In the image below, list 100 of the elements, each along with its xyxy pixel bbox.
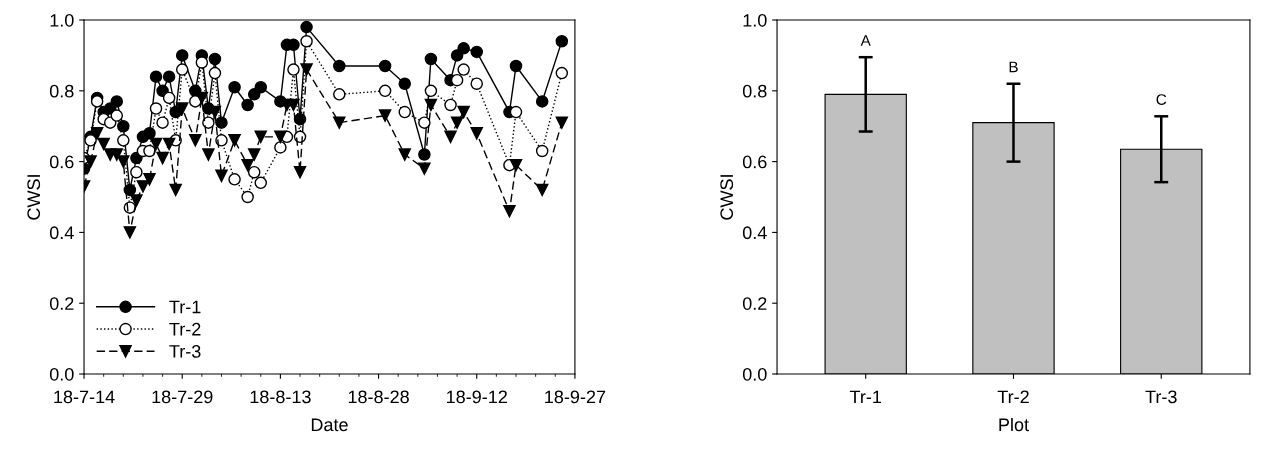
- point: [398, 105, 411, 119]
- point: [215, 134, 228, 147]
- y-tick-label: 0.6: [49, 155, 74, 169]
- point: [162, 137, 176, 151]
- point: [300, 35, 313, 48]
- annotation: A: [860, 35, 871, 46]
- y-tick-label: 0.0: [742, 367, 767, 381]
- point: [293, 165, 307, 179]
- point: [247, 148, 261, 161]
- point: [189, 134, 202, 147]
- point: [130, 165, 143, 179]
- point: [228, 173, 241, 186]
- point: [378, 84, 392, 98]
- legend-label: Tr-3: [169, 345, 201, 358]
- point: [162, 70, 176, 83]
- point: [424, 98, 438, 112]
- point: [228, 134, 241, 147]
- x-axis-title: Plot: [999, 417, 1029, 432]
- point: [398, 77, 411, 90]
- point: [424, 52, 438, 66]
- point: [503, 204, 516, 218]
- point: [215, 169, 228, 183]
- x-tick-label: 18-7-14: [54, 390, 115, 404]
- point: [241, 190, 254, 204]
- point: [149, 102, 163, 115]
- annotation: B: [1009, 61, 1018, 73]
- point: [143, 127, 156, 140]
- y-tick-label: 0.2: [49, 297, 74, 310]
- point: [398, 148, 411, 161]
- point: [444, 98, 457, 112]
- y-tick-label: 1.0: [743, 13, 767, 27]
- point: [175, 63, 189, 76]
- point: [444, 130, 457, 144]
- y-tick-label: 0.4: [742, 226, 767, 240]
- point: [457, 105, 470, 119]
- point: [333, 59, 346, 73]
- point: [254, 81, 268, 94]
- point: [287, 63, 300, 76]
- legend-label: Tr-1: [169, 300, 201, 314]
- point: [84, 155, 97, 168]
- point: [156, 116, 169, 129]
- point: [143, 144, 156, 158]
- y-tick-label: 0.8: [49, 84, 74, 98]
- point: [123, 226, 137, 239]
- point: [378, 59, 392, 73]
- point: [555, 35, 569, 48]
- point: [215, 116, 228, 129]
- point: [287, 98, 300, 112]
- point: [130, 194, 143, 207]
- x-axis-title: Date: [311, 418, 348, 432]
- point: [333, 116, 346, 129]
- point: [470, 77, 483, 90]
- point: [136, 180, 150, 193]
- point: [90, 95, 104, 108]
- point: [117, 155, 130, 168]
- point: [254, 130, 268, 144]
- point: [300, 20, 313, 34]
- point: [162, 91, 176, 105]
- point: [418, 116, 431, 129]
- point: [254, 176, 268, 190]
- x-tick-label: 18-8-13: [250, 390, 311, 404]
- point: [175, 49, 189, 62]
- point: [509, 105, 523, 119]
- y-tick-label: 0.0: [49, 367, 74, 381]
- y-tick-label: 1.0: [50, 13, 74, 27]
- point: [117, 134, 130, 147]
- point: [208, 52, 222, 66]
- point: [333, 88, 346, 101]
- point: [274, 130, 287, 144]
- point: [90, 127, 104, 140]
- point: [300, 63, 313, 76]
- point: [470, 45, 483, 59]
- point: [202, 148, 215, 161]
- point: [195, 91, 209, 105]
- point: [457, 63, 470, 76]
- y-tick-label: 0.4: [49, 226, 74, 240]
- x-tick-label: Tr-2: [997, 390, 1029, 404]
- point: [241, 98, 254, 112]
- point: [555, 66, 569, 80]
- point: [228, 81, 241, 94]
- y-axis-title: CWSI: [27, 175, 41, 220]
- point: [535, 183, 549, 197]
- point: [535, 95, 549, 108]
- point: [509, 158, 523, 172]
- point: [156, 151, 169, 165]
- point: [175, 102, 189, 115]
- legend-label: Tr-2: [169, 322, 201, 336]
- point: [110, 148, 124, 161]
- point: [117, 119, 130, 133]
- point: [149, 137, 163, 151]
- x-tick-label: 18-9-27: [545, 390, 606, 404]
- point: [424, 84, 438, 98]
- x-tick-label: 18-7-29: [152, 390, 213, 404]
- point: [149, 70, 163, 83]
- point: [97, 137, 110, 151]
- point: [274, 141, 287, 154]
- annotation: C: [1156, 94, 1167, 105]
- point: [418, 162, 431, 175]
- point: [450, 73, 464, 87]
- point: [535, 144, 549, 158]
